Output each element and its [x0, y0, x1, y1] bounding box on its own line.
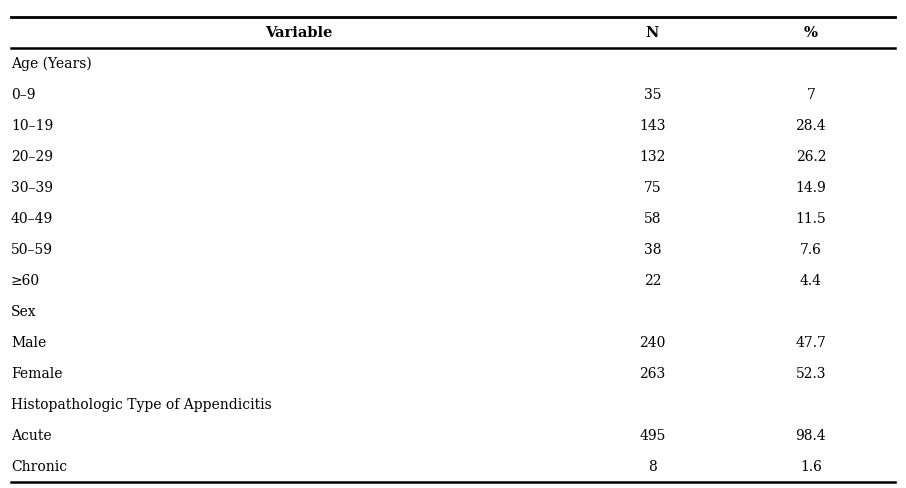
Text: %: % — [804, 25, 818, 40]
Text: Acute: Acute — [11, 428, 52, 443]
Text: 1.6: 1.6 — [800, 460, 822, 474]
Text: 143: 143 — [639, 119, 666, 133]
Text: Variable: Variable — [265, 25, 333, 40]
Text: Age (Years): Age (Years) — [11, 57, 92, 71]
Text: 52.3: 52.3 — [795, 366, 826, 381]
Text: 10–19: 10–19 — [11, 119, 53, 133]
Text: 240: 240 — [639, 336, 666, 349]
Text: 26.2: 26.2 — [795, 150, 826, 163]
Text: 40–49: 40–49 — [11, 212, 53, 225]
Text: 14.9: 14.9 — [795, 181, 826, 195]
Text: 7.6: 7.6 — [800, 243, 822, 257]
Text: Male: Male — [11, 336, 46, 349]
Text: Histopathologic Type of Appendicitis: Histopathologic Type of Appendicitis — [11, 398, 272, 412]
Text: Chronic: Chronic — [11, 460, 67, 474]
Text: Female: Female — [11, 366, 63, 381]
Text: 11.5: 11.5 — [795, 212, 826, 225]
Text: 47.7: 47.7 — [795, 336, 826, 349]
Text: Sex: Sex — [11, 305, 36, 319]
Text: 132: 132 — [639, 150, 666, 163]
Text: 30–39: 30–39 — [11, 181, 53, 195]
Text: 35: 35 — [643, 87, 661, 102]
Text: 75: 75 — [643, 181, 661, 195]
Text: 50–59: 50–59 — [11, 243, 53, 257]
Text: 20–29: 20–29 — [11, 150, 53, 163]
Text: 28.4: 28.4 — [795, 119, 826, 133]
Text: 7: 7 — [806, 87, 815, 102]
Text: 98.4: 98.4 — [795, 428, 826, 443]
Text: N: N — [646, 25, 659, 40]
Text: 4.4: 4.4 — [800, 274, 822, 287]
Text: 58: 58 — [643, 212, 661, 225]
Text: 22: 22 — [643, 274, 661, 287]
Text: 8: 8 — [648, 460, 657, 474]
Text: 38: 38 — [643, 243, 661, 257]
Text: ≥60: ≥60 — [11, 274, 40, 287]
Text: 0–9: 0–9 — [11, 87, 35, 102]
Text: 263: 263 — [640, 366, 665, 381]
Text: 495: 495 — [639, 428, 666, 443]
